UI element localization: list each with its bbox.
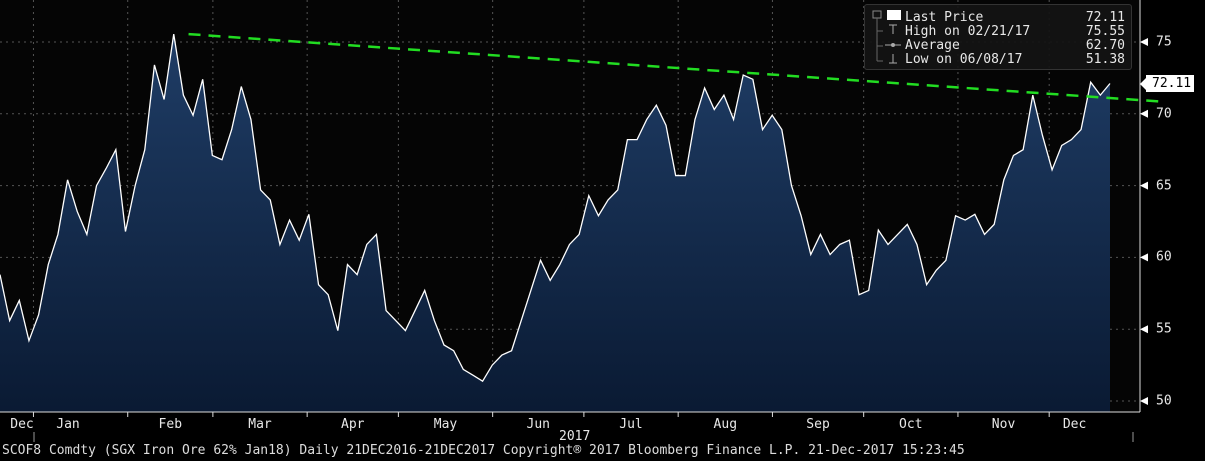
y-tick-label: 65 <box>1156 178 1172 194</box>
y-tick <box>1140 253 1148 262</box>
legend-value: 51.38 <box>1085 52 1125 67</box>
y-tick-label: 55 <box>1156 321 1172 337</box>
legend-tree-icon <box>872 10 901 64</box>
legend-value: 72.11 <box>1085 10 1125 25</box>
price-line <box>0 34 1111 383</box>
x-tick-label: Jul <box>619 417 643 432</box>
y-tick-label: 75 <box>1156 34 1172 50</box>
x-tick-label: Jun <box>526 417 551 432</box>
legend-label: Average <box>905 38 960 53</box>
y-tick-label: 60 <box>1156 249 1172 265</box>
x-tick-label: Jan <box>56 417 80 432</box>
y-tick-label: 70 <box>1156 106 1172 122</box>
x-tick-label: Aug <box>713 417 738 432</box>
legend-last-price: Last Price 72.11 <box>905 10 1125 25</box>
price-area <box>0 34 1110 413</box>
x-tick-label: Feb <box>158 417 183 432</box>
legend-average: Average 62.70 <box>905 38 1125 53</box>
x-tick-label: May <box>433 417 458 432</box>
legend-low: Low on 06/08/17 51.38 <box>905 52 1125 67</box>
x-tick-label: Apr <box>341 417 365 432</box>
footer: SCOF8 Comdty (SGX Iron Ore 62% Jan18) Da… <box>2 443 965 458</box>
x-tick-label: Dec <box>1062 417 1087 432</box>
legend-label: Low on 06/08/17 <box>905 52 1023 67</box>
x-tick-label: Sep <box>806 417 830 432</box>
legend-value: 75.55 <box>1085 24 1125 39</box>
last-price-marker: 72.11 <box>1146 75 1195 92</box>
x-tick-label: Mar <box>248 417 272 432</box>
y-tick-label: 50 <box>1156 393 1172 409</box>
legend-value: 62.70 <box>1085 38 1125 53</box>
year-label: 2017 <box>559 429 591 444</box>
x-tick-label: Oct <box>899 417 923 432</box>
y-tick <box>1140 325 1148 334</box>
legend-high: High on 02/21/17 75.55 <box>905 24 1125 39</box>
legend-label: High on 02/21/17 <box>905 24 1031 39</box>
y-tick <box>1140 109 1148 118</box>
trendline <box>188 32 1166 104</box>
x-tick-label: Nov <box>991 417 1016 432</box>
legend: Last Price 72.11 High on 02/21/17 75.55 Av… <box>864 4 1132 70</box>
legend-label: Last Price <box>905 10 984 25</box>
y-tick <box>1140 181 1148 190</box>
x-tick-label: Dec <box>10 417 34 432</box>
y-tick <box>1140 397 1148 405</box>
y-tick <box>1140 38 1148 46</box>
